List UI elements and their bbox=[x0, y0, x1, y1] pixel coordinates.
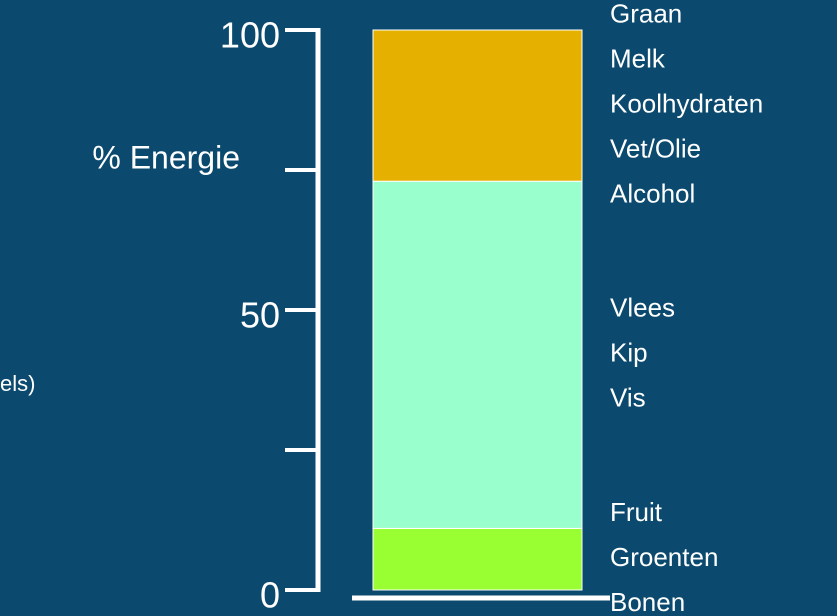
annotation: els) bbox=[0, 371, 35, 396]
y-axis-label: % Energie bbox=[92, 139, 240, 175]
segment-label: Fruit bbox=[610, 497, 663, 527]
segment-label: Vis bbox=[610, 383, 646, 413]
segment-label: Alcohol bbox=[610, 178, 695, 208]
segment-label: Koolhydraten bbox=[610, 88, 763, 118]
segment-label: Graan bbox=[610, 0, 682, 28]
segment-label: Vlees bbox=[610, 293, 675, 323]
y-tick-label: 0 bbox=[260, 575, 280, 616]
segment-label: Kip bbox=[610, 338, 648, 368]
bar-segment bbox=[372, 29, 583, 182]
segment-label: Vet/Olie bbox=[610, 133, 701, 163]
segment-label: Groenten bbox=[610, 542, 718, 572]
bar-segment bbox=[372, 180, 583, 529]
segment-label: Melk bbox=[610, 43, 666, 73]
y-tick-label: 50 bbox=[240, 295, 280, 336]
bar-segment bbox=[372, 527, 583, 591]
segment-label: Bonen bbox=[610, 587, 685, 616]
y-tick-label: 100 bbox=[220, 15, 280, 56]
